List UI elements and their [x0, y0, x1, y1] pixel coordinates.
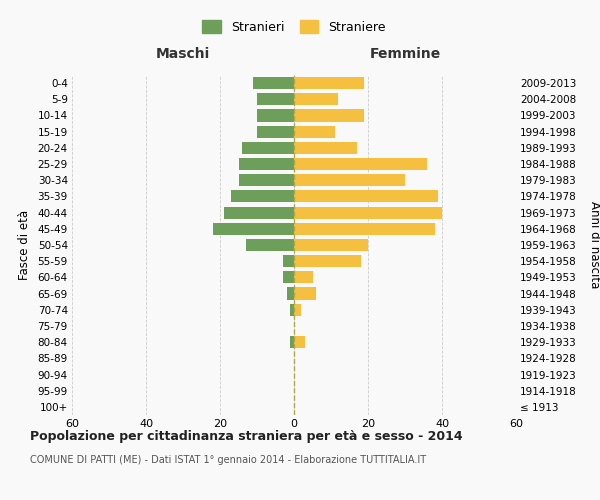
Bar — [294, 304, 301, 316]
Bar — [257, 126, 294, 138]
Bar — [294, 239, 368, 251]
Bar — [290, 336, 294, 348]
Y-axis label: Anni di nascita: Anni di nascita — [588, 202, 600, 288]
Bar — [257, 110, 294, 122]
Bar — [294, 336, 305, 348]
Bar — [257, 93, 294, 106]
Bar — [212, 222, 294, 235]
Bar — [294, 110, 364, 122]
Bar — [294, 77, 364, 89]
Bar — [294, 222, 434, 235]
Bar — [294, 126, 335, 138]
Bar — [287, 288, 294, 300]
Text: Femmine: Femmine — [370, 48, 440, 62]
Bar — [294, 174, 405, 186]
Text: COMUNE DI PATTI (ME) - Dati ISTAT 1° gennaio 2014 - Elaborazione TUTTITALIA.IT: COMUNE DI PATTI (ME) - Dati ISTAT 1° gen… — [30, 455, 426, 465]
Bar — [294, 288, 316, 300]
Bar — [246, 239, 294, 251]
Bar — [294, 272, 313, 283]
Bar — [253, 77, 294, 89]
Bar — [294, 255, 361, 268]
Legend: Stranieri, Straniere: Stranieri, Straniere — [202, 20, 386, 34]
Bar — [294, 206, 442, 218]
Bar — [242, 142, 294, 154]
Bar — [239, 158, 294, 170]
Bar — [294, 142, 357, 154]
Text: Popolazione per cittadinanza straniera per età e sesso - 2014: Popolazione per cittadinanza straniera p… — [30, 430, 463, 443]
Y-axis label: Fasce di età: Fasce di età — [17, 210, 31, 280]
Bar — [283, 255, 294, 268]
Bar — [290, 304, 294, 316]
Bar — [294, 93, 338, 106]
Text: Maschi: Maschi — [156, 48, 210, 62]
Bar — [294, 190, 439, 202]
Bar — [283, 272, 294, 283]
Bar — [294, 158, 427, 170]
Bar — [224, 206, 294, 218]
Bar — [239, 174, 294, 186]
Bar — [231, 190, 294, 202]
